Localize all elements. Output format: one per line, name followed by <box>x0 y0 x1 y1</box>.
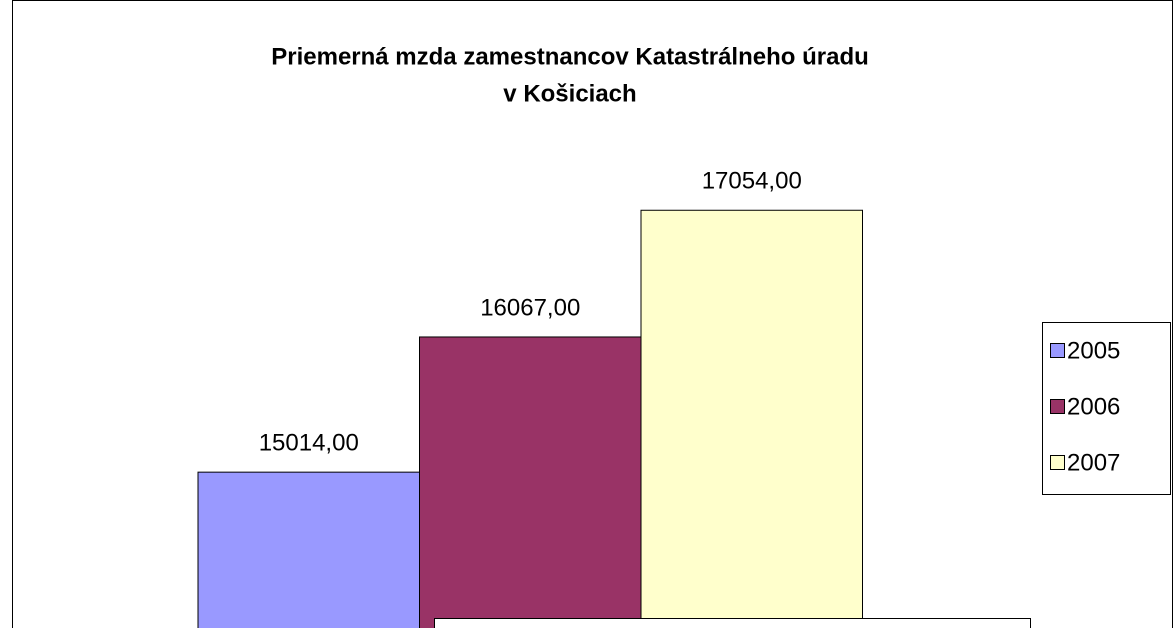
legend-swatch <box>1050 455 1065 470</box>
data-label: 17054,00 <box>702 168 802 195</box>
bar <box>419 336 642 628</box>
legend-label: 2006 <box>1067 393 1120 420</box>
data-label: 15014,00 <box>259 429 359 456</box>
bar <box>197 471 420 628</box>
chart-title: v Košiciach <box>503 80 636 107</box>
legend-label: 2007 <box>1067 449 1120 476</box>
data-label: 16067,00 <box>480 294 580 321</box>
legend-label: 2005 <box>1067 337 1120 364</box>
legend-swatch <box>1050 343 1065 358</box>
bottom-overlay <box>434 618 1031 628</box>
legend-swatch <box>1050 399 1065 414</box>
chart-title: Priemerná mzda zamestnancov Katastrálneh… <box>271 43 869 70</box>
bar <box>640 209 863 628</box>
